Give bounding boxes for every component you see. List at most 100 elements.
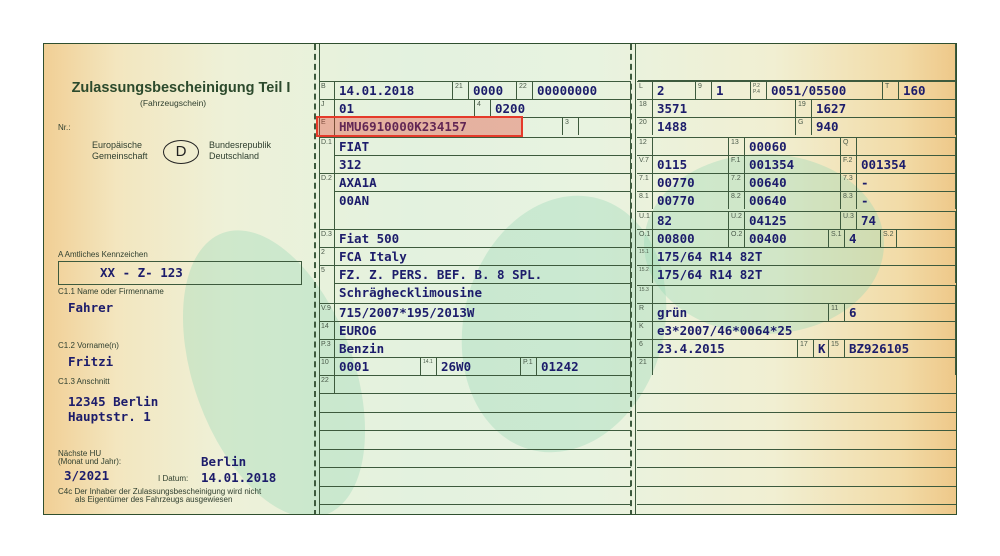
field-cell-f83 <box>841 191 956 209</box>
field-cell-u3 <box>841 211 956 229</box>
field-label-d3: D.3 <box>319 229 335 247</box>
field-label-u3: U.3 <box>841 211 857 229</box>
field-value-f11: 6 <box>849 305 857 320</box>
field-value-f6: 23.4.2015 <box>657 341 725 356</box>
field-label-f20: 20 <box>637 117 653 135</box>
field-value-f81: 00770 <box>657 193 695 208</box>
country-oval: D <box>163 140 199 164</box>
empty-row-line <box>637 448 956 450</box>
field-label-t: T <box>883 81 899 99</box>
field-cell-q <box>841 137 956 155</box>
field-value-f141: 26W0 <box>441 359 472 374</box>
field-value-f14: EURO6 <box>339 323 377 338</box>
field-label-e: E <box>319 117 335 135</box>
empty-row-line <box>319 448 631 450</box>
eu-text: Europäische <box>92 140 143 150</box>
document-title: Zulassungsbescheinigung Teil I <box>71 80 291 96</box>
field-label-f71: 7.1 <box>637 173 653 191</box>
address-line1: 12345 Berlin <box>68 394 159 409</box>
field-value-v7: 0115 <box>657 157 688 172</box>
field-label-b: B <box>319 81 335 99</box>
field-value-p2: 0051/05500 <box>771 83 847 98</box>
field-label-f2: 2 <box>319 247 335 265</box>
field-cell-f71 <box>637 173 729 191</box>
column-divider <box>319 44 320 514</box>
field-value-f16: BZ926105 <box>849 341 910 356</box>
field-cell-b <box>319 81 453 99</box>
field-label-u2: U.2 <box>729 211 745 229</box>
field-label-g: G <box>796 117 812 135</box>
field-value-f2: 001354 <box>861 157 907 172</box>
field-label-s2: S.2 <box>881 229 897 247</box>
fold-line <box>314 44 316 514</box>
field-label-p2: P.2 P.4 <box>751 81 767 99</box>
plate-value: XX - Z- 123 <box>100 265 183 280</box>
field-label-o2: O.2 <box>729 229 745 247</box>
field-cell-f21b <box>637 357 956 375</box>
field-value-f5-2: Schräghecklimousine <box>339 285 482 300</box>
field-value-f19: 1627 <box>816 101 847 116</box>
empty-row-line <box>637 411 956 413</box>
field-cell-s2 <box>881 229 956 247</box>
field-cell-o2 <box>729 229 829 247</box>
field-value-o1: 00800 <box>657 231 695 246</box>
field-value-d1: FIAT <box>339 139 370 154</box>
field-value-f71: 00770 <box>657 175 695 190</box>
row-divider <box>335 155 631 156</box>
field-value-k: e3*2007/46*0064*25 <box>657 323 793 338</box>
field-value-s1: 4 <box>849 231 857 246</box>
field-cell-v7 <box>637 155 729 173</box>
field-value-b: 14.01.2018 <box>339 83 415 98</box>
field-label-s1: S.1 <box>829 229 845 247</box>
field-value-d3: Fiat 500 <box>339 231 400 246</box>
firstname-value: Fritzi <box>68 354 114 369</box>
field-label-l: L <box>637 81 653 99</box>
field-label-f21b: 21 <box>637 357 653 375</box>
field-label-d2: D.2 <box>319 173 335 229</box>
field-value-p3: Benzin <box>339 341 385 356</box>
address-line2: Hauptstr. 1 <box>68 409 151 424</box>
empty-row-line <box>319 393 631 394</box>
registration-document: Zulassungsbescheinigung Teil I (Fahrzeug… <box>43 43 957 515</box>
field-label-f22b: 22 <box>319 375 335 393</box>
field-value-f151: 175/64 R14 82T <box>657 249 763 264</box>
field-value-f9: 1 <box>716 83 724 98</box>
field-label-f9: 9 <box>696 81 712 99</box>
field-label-f141: 14.1 <box>421 357 437 375</box>
field-label-f72: 7.2 <box>729 173 745 191</box>
eu-text: Gemeinschaft <box>92 151 148 161</box>
field-label-r: R <box>637 303 653 321</box>
field-cell-u1 <box>637 211 729 229</box>
field-cell-f19 <box>796 99 956 117</box>
field-value-g: 940 <box>816 119 839 134</box>
field-value-p1: 01242 <box>541 359 579 374</box>
field-value-e: HMU6910000K234157 <box>339 119 467 134</box>
field-label-f1: F.1 <box>729 155 745 173</box>
field-label-f153: 15.3 <box>637 285 653 303</box>
name-label: C1.1 Name oder Firmenname <box>58 287 164 296</box>
field-label-f16: 15 <box>829 339 845 357</box>
empty-row-line <box>637 485 956 487</box>
field-label-p3: P.3 <box>319 339 335 357</box>
field-label-p1: P.1 <box>521 357 537 375</box>
field-cell-p2 <box>751 81 883 99</box>
field-value-v9: 715/2007*195/2013W <box>339 305 475 320</box>
field-value-d1-2: 312 <box>339 157 362 172</box>
field-cell-f2 <box>841 155 956 173</box>
empty-row-line <box>319 504 631 505</box>
field-value-f18: 3571 <box>657 101 688 116</box>
field-label-f22: 22 <box>517 81 533 99</box>
field-label-f2: F.2 <box>841 155 857 173</box>
field-label-v9: V.9 <box>319 303 335 321</box>
field-value-l: 2 <box>657 83 665 98</box>
field-value-t: 160 <box>903 83 926 98</box>
name-value: Fahrer <box>68 300 114 315</box>
field-value-f73: - <box>861 175 869 190</box>
top-frame <box>638 44 956 81</box>
field-value-f82: 00640 <box>749 193 787 208</box>
field-value-u1: 82 <box>657 213 673 228</box>
field-cell-f81 <box>637 191 729 209</box>
field-label-u1: U.1 <box>637 211 653 229</box>
field-label-f6: 6 <box>637 339 653 357</box>
field-label-f82: 8.2 <box>729 191 745 209</box>
